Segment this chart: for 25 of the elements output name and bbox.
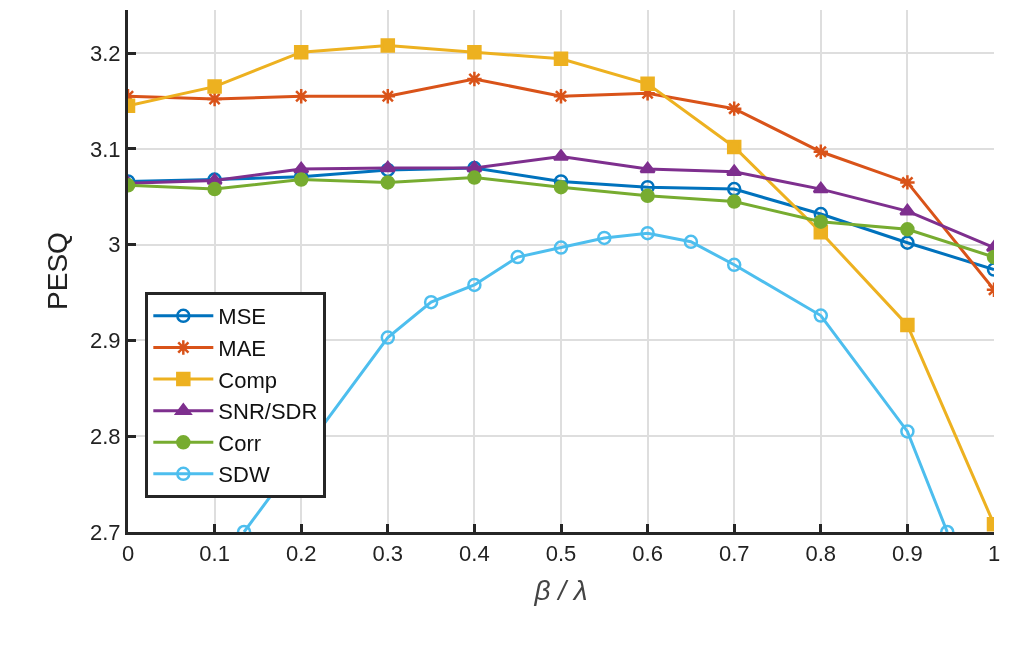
legend-label: SDW xyxy=(218,462,270,488)
x-tick-label: 0.2 xyxy=(285,541,317,567)
legend-label: Comp xyxy=(218,367,278,393)
legend-label: SNR/SDR xyxy=(218,399,318,425)
x-tick-label: 0.4 xyxy=(459,541,490,567)
y-tick-label: 3 xyxy=(108,232,121,258)
x-axis-title: β / λ xyxy=(533,574,588,606)
legend-label: MSE xyxy=(218,304,267,330)
y-tick-label: 2.7 xyxy=(90,519,121,545)
x-tick-label: 0.3 xyxy=(372,541,404,567)
y-tick-label: 2.8 xyxy=(90,423,121,449)
x-tick-label: 0.1 xyxy=(199,541,230,567)
y-tick-label: 3.1 xyxy=(90,136,121,162)
x-tick-label: 0.8 xyxy=(805,541,837,567)
x-tick-label: 0.5 xyxy=(545,541,577,567)
x-tick-label: 0.6 xyxy=(632,541,663,567)
y-tick-label: 3.2 xyxy=(90,40,121,66)
y-axis-title: PESQ xyxy=(41,232,73,310)
x-tick-label: 0.9 xyxy=(892,541,923,567)
legend-label: Corr xyxy=(218,430,262,456)
x-tick-label: 1 xyxy=(987,541,1001,567)
x-tick-label: 0.7 xyxy=(718,541,750,567)
x-tick-label: 0 xyxy=(121,541,135,567)
legend-label: MAE xyxy=(218,336,267,362)
y-tick-label: 2.9 xyxy=(90,328,121,354)
